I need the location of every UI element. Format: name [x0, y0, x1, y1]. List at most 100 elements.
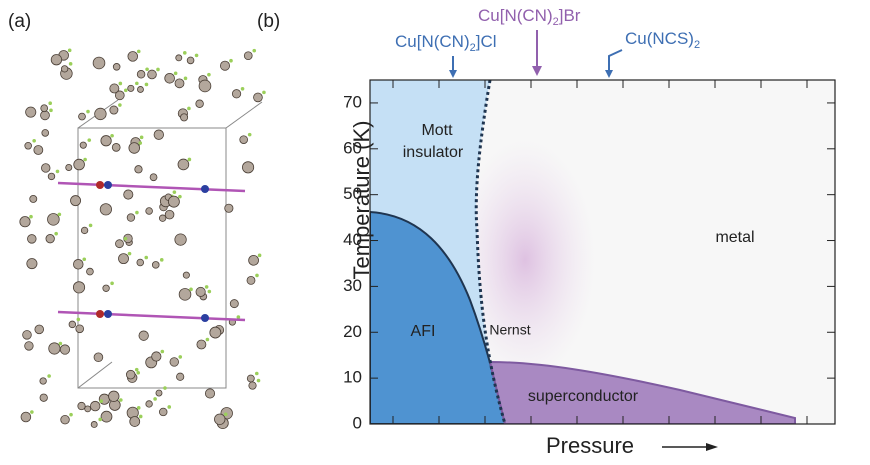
- atom: [87, 268, 94, 275]
- atom: [135, 166, 142, 173]
- atom: [25, 142, 32, 149]
- atom: [21, 412, 31, 422]
- atom: [41, 164, 50, 173]
- h-atom: [119, 398, 123, 402]
- compound-arrow: [609, 50, 622, 72]
- h-atom: [258, 254, 262, 258]
- atom: [60, 345, 69, 354]
- atom: [225, 204, 233, 212]
- h-atom: [56, 170, 60, 174]
- compound-label: Cu[N(CN)2]Cl: [395, 32, 497, 53]
- atom: [165, 210, 174, 219]
- h-atom: [145, 67, 149, 71]
- h-atom: [161, 350, 165, 354]
- h-atom: [206, 338, 210, 342]
- h-atom: [187, 107, 191, 111]
- unit-cell: [78, 128, 226, 388]
- atom: [128, 85, 134, 91]
- h-atom: [174, 71, 178, 75]
- compound-rest: ]Br: [559, 6, 581, 25]
- atom: [150, 174, 157, 181]
- x-axis-label: Pressure: [546, 433, 634, 458]
- atom: [249, 255, 259, 265]
- cu-atom: [104, 181, 112, 189]
- atom: [119, 254, 129, 264]
- atom: [129, 143, 140, 154]
- h-atom: [48, 101, 52, 105]
- h-atom: [82, 257, 86, 261]
- atom: [178, 159, 189, 170]
- atom: [137, 70, 145, 78]
- h-atom: [138, 141, 142, 145]
- atom: [110, 84, 119, 93]
- h-atom: [252, 49, 256, 53]
- h-atom: [144, 256, 148, 260]
- compound-main: Cu[N(CN): [478, 6, 553, 25]
- atom: [148, 70, 157, 79]
- h-atom: [257, 379, 261, 383]
- atom: [23, 330, 32, 339]
- anion-layer: [58, 183, 245, 191]
- h-atom: [255, 274, 259, 278]
- h-atom: [241, 87, 245, 91]
- atom: [196, 287, 205, 296]
- atom: [46, 234, 55, 243]
- atom: [175, 234, 186, 245]
- atom: [170, 358, 179, 367]
- atom: [168, 196, 179, 207]
- h-atom: [184, 77, 188, 81]
- atom: [126, 370, 135, 379]
- atom: [115, 240, 123, 248]
- atom: [26, 107, 36, 117]
- atom: [159, 408, 167, 416]
- atom: [249, 382, 256, 389]
- atom: [78, 402, 85, 409]
- h-atom: [89, 224, 93, 228]
- h-atom: [224, 412, 228, 416]
- h-atom: [173, 190, 177, 194]
- unit-cell-edge: [226, 102, 262, 128]
- atom: [124, 190, 133, 199]
- atom: [76, 325, 84, 333]
- atom: [176, 55, 182, 61]
- h-atom: [119, 82, 123, 86]
- atom: [146, 208, 153, 215]
- atom: [130, 417, 140, 427]
- atom: [197, 340, 206, 349]
- cu-atom: [104, 310, 112, 318]
- h-atom: [54, 232, 58, 236]
- h-atom: [83, 158, 87, 162]
- atom: [48, 213, 60, 225]
- cu-atom: [201, 314, 209, 322]
- atom: [94, 353, 103, 362]
- h-atom: [98, 418, 102, 422]
- atom: [30, 195, 37, 202]
- h-atom: [137, 50, 141, 54]
- atom: [93, 57, 105, 69]
- h-atom: [189, 288, 193, 292]
- h-atom: [32, 139, 36, 143]
- atom: [176, 373, 183, 380]
- h-atom: [110, 281, 114, 285]
- h-atom: [69, 413, 73, 417]
- atom: [139, 331, 148, 340]
- h-atom: [229, 59, 233, 63]
- atom: [90, 401, 100, 411]
- y-tick-label: 70: [343, 92, 362, 111]
- atom: [242, 162, 253, 173]
- atom: [137, 86, 143, 92]
- h-atom: [87, 138, 91, 142]
- atom: [127, 214, 135, 222]
- atom: [183, 272, 189, 278]
- compound-main: Cu[N(CN): [395, 32, 470, 51]
- h-atom: [69, 62, 73, 66]
- h-atom: [163, 386, 167, 390]
- h-atom: [207, 73, 211, 77]
- region-label: insulator: [403, 144, 464, 161]
- h-atom: [118, 103, 122, 107]
- atom: [40, 394, 47, 401]
- atom: [146, 401, 153, 408]
- atom: [73, 259, 83, 269]
- atom: [66, 164, 72, 170]
- atom: [49, 343, 60, 354]
